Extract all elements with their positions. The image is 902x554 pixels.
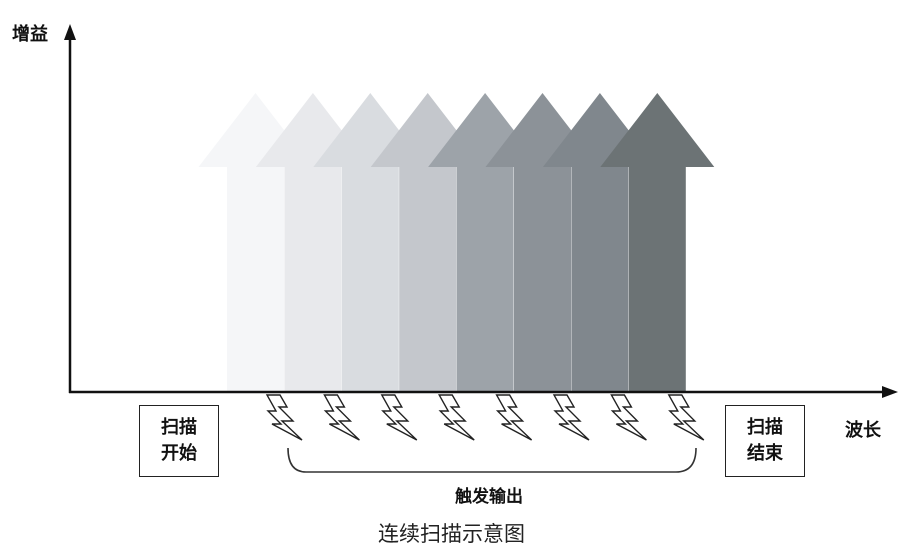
gain-arrow-1	[198, 93, 313, 391]
lightning-icon	[667, 394, 705, 441]
x-axis-arrowhead	[882, 386, 898, 398]
gain-arrow-5	[428, 93, 543, 391]
scan-end-line2: 结束	[747, 443, 783, 464]
trigger-pulses	[265, 394, 705, 441]
gain-arrow-4	[370, 93, 485, 391]
diagram-caption: 连续扫描示意图	[378, 522, 525, 546]
gain-arrow-8	[600, 93, 715, 391]
scan-start-line2: 开始	[161, 443, 197, 464]
gain-arrow-3	[313, 93, 428, 391]
x-axis-label: 波长	[845, 420, 881, 441]
gain-arrow-7	[542, 93, 657, 391]
lightning-icon	[323, 394, 360, 441]
gain-arrows	[198, 93, 715, 391]
gain-arrow-2	[255, 93, 370, 391]
gain-arrow-6	[485, 93, 600, 391]
lightning-icon	[438, 394, 475, 441]
y-axis-label: 增益	[12, 24, 48, 45]
lightning-icon	[495, 394, 533, 441]
axes	[64, 24, 898, 398]
trigger-output-label: 触发输出	[455, 487, 523, 507]
scan-end-box: 扫描 结束	[725, 405, 805, 477]
lightning-icon	[552, 394, 590, 441]
lightning-icon	[610, 394, 647, 441]
scan-end-line1: 扫描	[747, 417, 783, 438]
scan-start-box: 扫描 开始	[139, 405, 219, 477]
trigger-brace	[287, 447, 697, 473]
lightning-icon	[380, 394, 418, 441]
y-axis-arrowhead	[64, 24, 76, 40]
lightning-icon	[265, 394, 303, 441]
scan-start-line1: 扫描	[161, 417, 197, 438]
